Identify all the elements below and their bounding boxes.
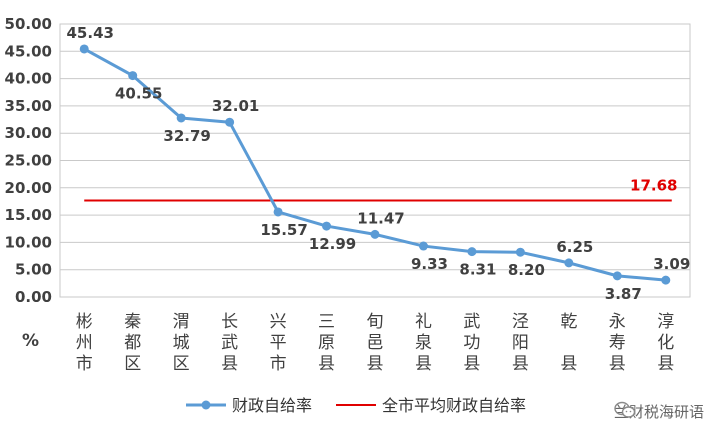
data-value-label: 8.31 — [459, 261, 496, 279]
data-point — [225, 117, 235, 127]
y-axis-unit-label: % — [22, 331, 39, 351]
data-value-label: 40.55 — [115, 85, 162, 103]
y-tick-label: 40.00 — [5, 70, 52, 88]
y-tick-label: 45.00 — [5, 42, 52, 60]
data-point — [370, 229, 380, 239]
x-category-label: 乾县 — [560, 312, 577, 374]
data-value-label: 32.01 — [212, 97, 259, 115]
x-category-label: 长武县 — [221, 312, 238, 374]
main-series — [79, 44, 671, 285]
x-category-label: 泾阳县 — [512, 312, 529, 374]
data-value-label: 8.20 — [508, 261, 545, 279]
y-tick-label: 35.00 — [5, 97, 52, 115]
x-axis: 彬州市 秦都区 渭城区 长武县 兴平市 三原县 旬邑县 礼泉县 武功县 泾阳县 乾县 永寿县 淳化县 — [76, 312, 675, 374]
x-category-label: 礼泉县 — [415, 312, 432, 374]
y-tick-label: 10.00 — [5, 233, 52, 251]
y-tick-label: 5.00 — [15, 261, 52, 279]
wechat-icon — [614, 401, 636, 418]
data-value-label: 11.47 — [357, 209, 404, 227]
data-point — [79, 44, 89, 54]
x-category-label: 彬州市 — [76, 312, 93, 374]
legend: 财政自给率 全市平均财政自给率 — [186, 396, 526, 415]
watermark: 兰财税海研语 — [614, 401, 704, 422]
grid-lines — [59, 23, 691, 298]
x-category-label: 永寿县 — [609, 312, 626, 374]
data-point — [322, 221, 332, 231]
data-value-label: 45.43 — [67, 24, 114, 42]
data-point — [612, 271, 622, 281]
legend-label-average: 全市平均财政自给率 — [382, 396, 526, 415]
average-series: 17.68 — [84, 176, 677, 202]
x-category-label: 兴平市 — [270, 312, 287, 374]
y-tick-label: 25.00 — [5, 152, 52, 170]
data-value-label: 3.09 — [653, 255, 690, 273]
average-value-label: 17.68 — [630, 176, 677, 194]
x-category-label: 三原县 — [318, 312, 335, 374]
watermark-text: 兰财税海研语 — [613, 403, 704, 421]
y-tick-label: 50.00 — [5, 15, 52, 33]
x-category-label: 旬邑县 — [367, 312, 384, 374]
data-point — [176, 113, 186, 123]
data-point — [467, 247, 477, 257]
x-category-label: 渭城区 — [173, 312, 190, 374]
y-tick-label: 15.00 — [5, 206, 52, 224]
y-tick-label: 30.00 — [5, 124, 52, 142]
plot-area-border — [59, 23, 691, 298]
data-point — [273, 207, 283, 217]
legend-label-main: 财政自给率 — [232, 396, 312, 415]
legend-marker-main — [201, 400, 211, 410]
x-category-label: 秦都区 — [124, 312, 141, 374]
x-category-label: 武功县 — [463, 312, 480, 374]
data-point — [661, 275, 671, 285]
data-value-label: 12.99 — [309, 235, 356, 253]
data-value-label: 6.25 — [556, 238, 593, 256]
y-tick-label: 0.00 — [15, 288, 52, 306]
data-value-label: 3.87 — [605, 285, 642, 303]
data-value-label: 15.57 — [260, 221, 307, 239]
data-point — [515, 247, 525, 257]
data-value-label: 9.33 — [411, 255, 448, 273]
data-point — [418, 241, 428, 251]
data-value-label: 32.79 — [163, 127, 210, 145]
data-point — [128, 71, 138, 81]
x-category-label: 淳化县 — [657, 312, 674, 374]
data-point — [564, 258, 574, 268]
y-tick-label: 20.00 — [5, 179, 52, 197]
y-axis: 0.00 5.00 10.00 15.00 20.00 25.00 30.00 35.00 40… — [5, 15, 52, 306]
